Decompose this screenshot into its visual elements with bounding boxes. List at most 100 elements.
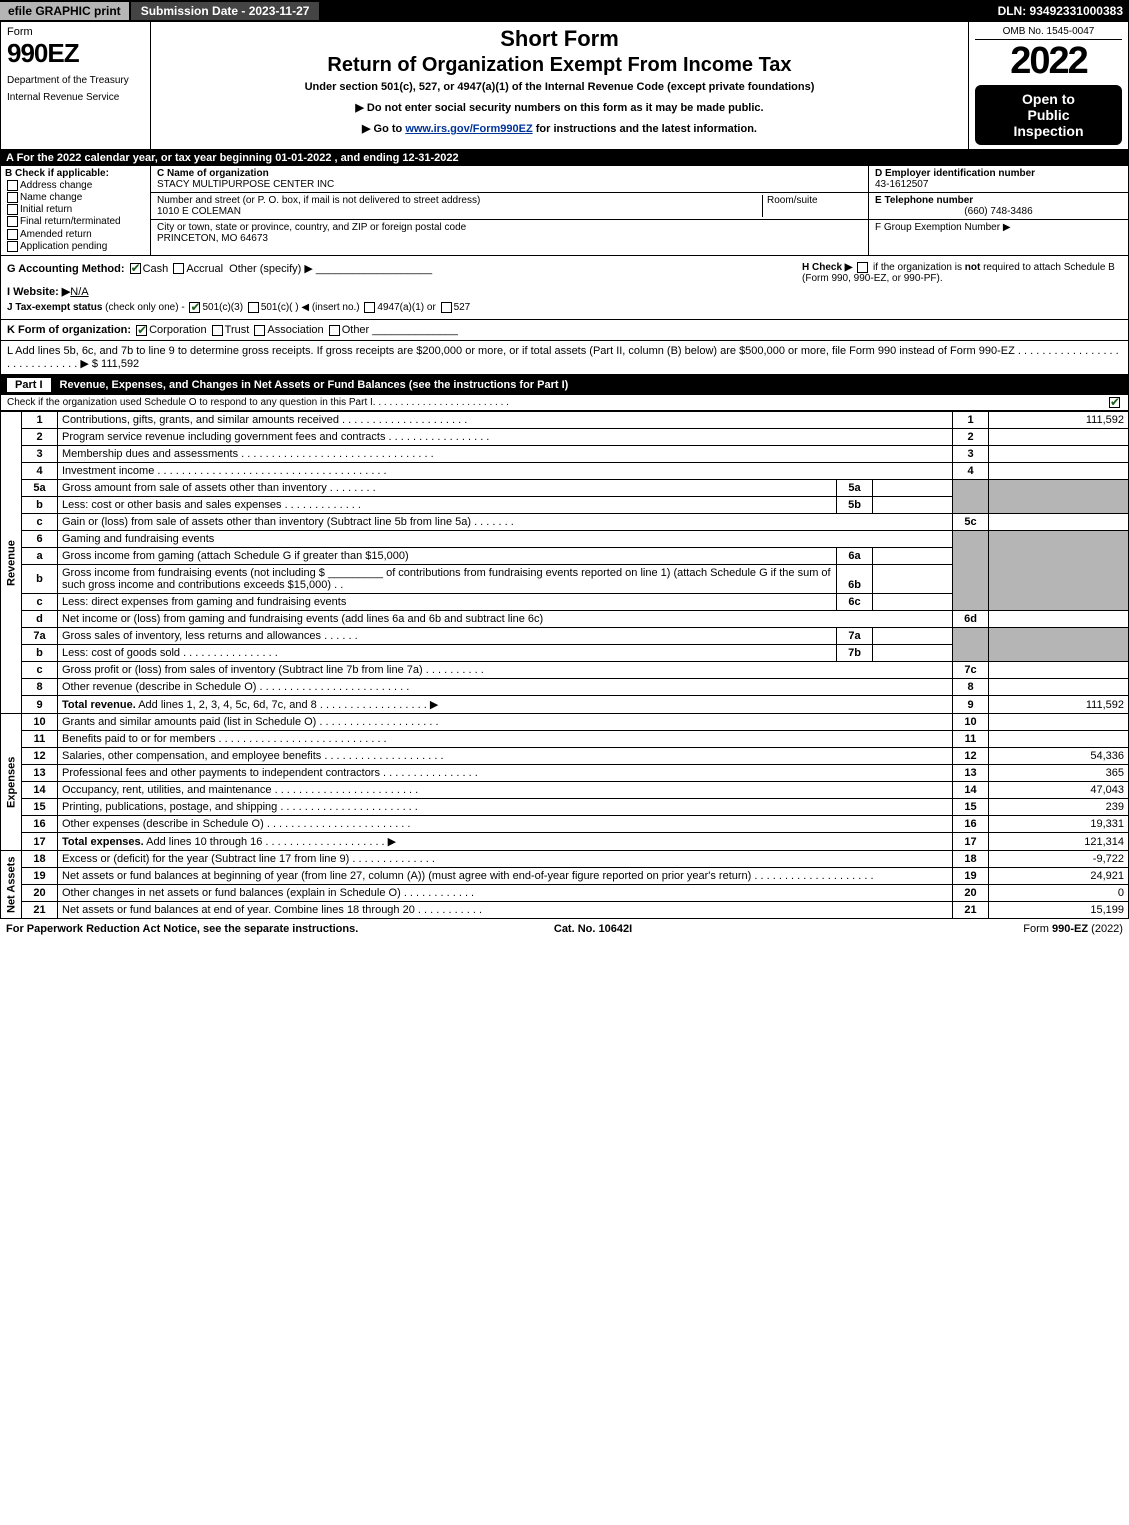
amt-11	[989, 731, 1129, 748]
line-k: K Form of organization: Corporation Trus…	[0, 320, 1129, 341]
efile-print-button[interactable]: efile GRAPHIC print	[0, 2, 131, 20]
amt-21: 15,199	[989, 902, 1129, 919]
amt-17: 121,314	[989, 833, 1129, 851]
chk-initial-return[interactable]: Initial return	[5, 204, 146, 215]
amt-13: 365	[989, 765, 1129, 782]
c-name-label: C Name of organization	[157, 168, 862, 179]
netassets-label: Net Assets	[1, 851, 22, 919]
form-number: 990EZ	[7, 38, 144, 69]
amt-12: 54,336	[989, 748, 1129, 765]
part-i-badge: Part I	[6, 377, 52, 393]
paperwork-notice: For Paperwork Reduction Act Notice, see …	[6, 923, 358, 935]
amt-16: 19,331	[989, 816, 1129, 833]
line-a: A For the 2022 calendar year, or tax yea…	[0, 150, 1129, 166]
amt-6c	[873, 594, 953, 611]
amt-6b	[873, 565, 953, 594]
room-suite-label: Room/suite	[762, 195, 862, 217]
part-i-subheader: Check if the organization used Schedule …	[0, 395, 1129, 411]
chk-name-change[interactable]: Name change	[5, 192, 146, 203]
amt-19: 24,921	[989, 868, 1129, 885]
chk-amended-return[interactable]: Amended return	[5, 229, 146, 240]
under-section: Under section 501(c), 527, or 4947(a)(1)…	[159, 81, 960, 93]
open-to-public: Open to Public Inspection	[975, 85, 1122, 145]
chk-schedule-o[interactable]	[1109, 397, 1120, 408]
topbar: efile GRAPHIC print Submission Date - 20…	[0, 0, 1129, 22]
chk-association[interactable]	[254, 325, 265, 336]
form-label: Form	[7, 26, 144, 38]
return-title: Return of Organization Exempt From Incom…	[159, 54, 960, 77]
revenue-label: Revenue	[1, 412, 22, 714]
tax-year: 2022	[975, 40, 1122, 83]
dept-irs: Internal Revenue Service	[7, 92, 144, 103]
amt-1: 111,592	[989, 412, 1129, 429]
ssn-warning: ▶ Do not enter social security numbers o…	[159, 101, 960, 114]
amt-7b	[873, 645, 953, 662]
amt-6a	[873, 548, 953, 565]
section-b-c-d-e: B Check if applicable: Address change Na…	[0, 166, 1129, 256]
phone-value: (660) 748-3486	[875, 206, 1122, 217]
arrow-icon: ▶	[430, 699, 438, 711]
amt-5b	[873, 497, 953, 514]
footer: For Paperwork Reduction Act Notice, see …	[0, 919, 1129, 939]
amt-2	[989, 429, 1129, 446]
line-l: L Add lines 5b, 6c, and 7b to line 9 to …	[0, 341, 1129, 375]
chk-accrual[interactable]	[173, 263, 184, 274]
addr-label: Number and street (or P. O. box, if mail…	[157, 195, 762, 206]
goto-line: ▶ Go to www.irs.gov/Form990EZ for instru…	[159, 122, 960, 135]
chk-501c[interactable]	[248, 302, 259, 313]
amt-14: 47,043	[989, 782, 1129, 799]
chk-other-org[interactable]	[329, 325, 340, 336]
ein-value: 43-1612507	[875, 179, 1122, 190]
chk-trust[interactable]	[212, 325, 223, 336]
amt-6d	[989, 611, 1129, 628]
irs-link[interactable]: www.irs.gov/Form990EZ	[405, 123, 532, 135]
amt-4	[989, 463, 1129, 480]
cat-no: Cat. No. 10642I	[554, 923, 632, 935]
amt-7a	[873, 628, 953, 645]
chk-application-pending[interactable]: Application pending	[5, 241, 146, 252]
chk-527[interactable]	[441, 302, 452, 313]
chk-address-change[interactable]: Address change	[5, 180, 146, 191]
amt-8	[989, 679, 1129, 696]
e-phone-label: E Telephone number	[875, 195, 1122, 206]
h-label: H Check ▶	[802, 262, 852, 273]
chk-cash[interactable]	[130, 263, 141, 274]
submission-date: Submission Date - 2023-11-27	[131, 2, 320, 20]
amt-5c	[989, 514, 1129, 531]
lines-table: Revenue 1 Contributions, gifts, grants, …	[0, 411, 1129, 919]
i-website-label: I Website: ▶	[7, 286, 70, 298]
chk-schedule-b[interactable]	[857, 262, 868, 273]
chk-4947a1[interactable]	[364, 302, 375, 313]
j-label: J Tax-exempt status	[7, 302, 102, 313]
f-group-exemption: F Group Exemption Number ▶	[875, 222, 1122, 233]
gross-receipts: ▶ $ 111,592	[80, 358, 139, 370]
amt-18: -9,722	[989, 851, 1129, 868]
city-label: City or town, state or province, country…	[157, 222, 862, 233]
g-label: G Accounting Method:	[7, 263, 125, 275]
amt-10	[989, 714, 1129, 731]
b-header: B Check if applicable:	[5, 168, 109, 179]
amt-3	[989, 446, 1129, 463]
org-address: 1010 E COLEMAN	[157, 206, 762, 217]
section-g-h-i-j: G Accounting Method: Cash Accrual Other …	[0, 256, 1129, 320]
dln: DLN: 93492331000383	[998, 4, 1129, 18]
amt-9: 111,592	[989, 696, 1129, 714]
part-i-header: Part I Revenue, Expenses, and Changes in…	[0, 375, 1129, 395]
dept-treasury: Department of the Treasury	[7, 75, 144, 86]
website-value: N/A	[70, 286, 88, 298]
amt-5a	[873, 480, 953, 497]
chk-final-return[interactable]: Final return/terminated	[5, 216, 146, 227]
amt-20: 0	[989, 885, 1129, 902]
form-header: Form 990EZ Department of the Treasury In…	[0, 22, 1129, 150]
org-name: STACY MULTIPURPOSE CENTER INC	[157, 179, 862, 190]
arrow-icon: ▶	[388, 836, 396, 848]
amt-7c	[989, 662, 1129, 679]
org-city: PRINCETON, MO 64673	[157, 233, 862, 244]
short-form-title: Short Form	[159, 26, 960, 52]
chk-501c3[interactable]	[189, 302, 200, 313]
part-i-title: Revenue, Expenses, and Changes in Net As…	[60, 379, 569, 391]
expenses-label: Expenses	[1, 714, 22, 851]
amt-15: 239	[989, 799, 1129, 816]
omb-number: OMB No. 1545-0047	[975, 26, 1122, 40]
chk-corporation[interactable]	[136, 325, 147, 336]
